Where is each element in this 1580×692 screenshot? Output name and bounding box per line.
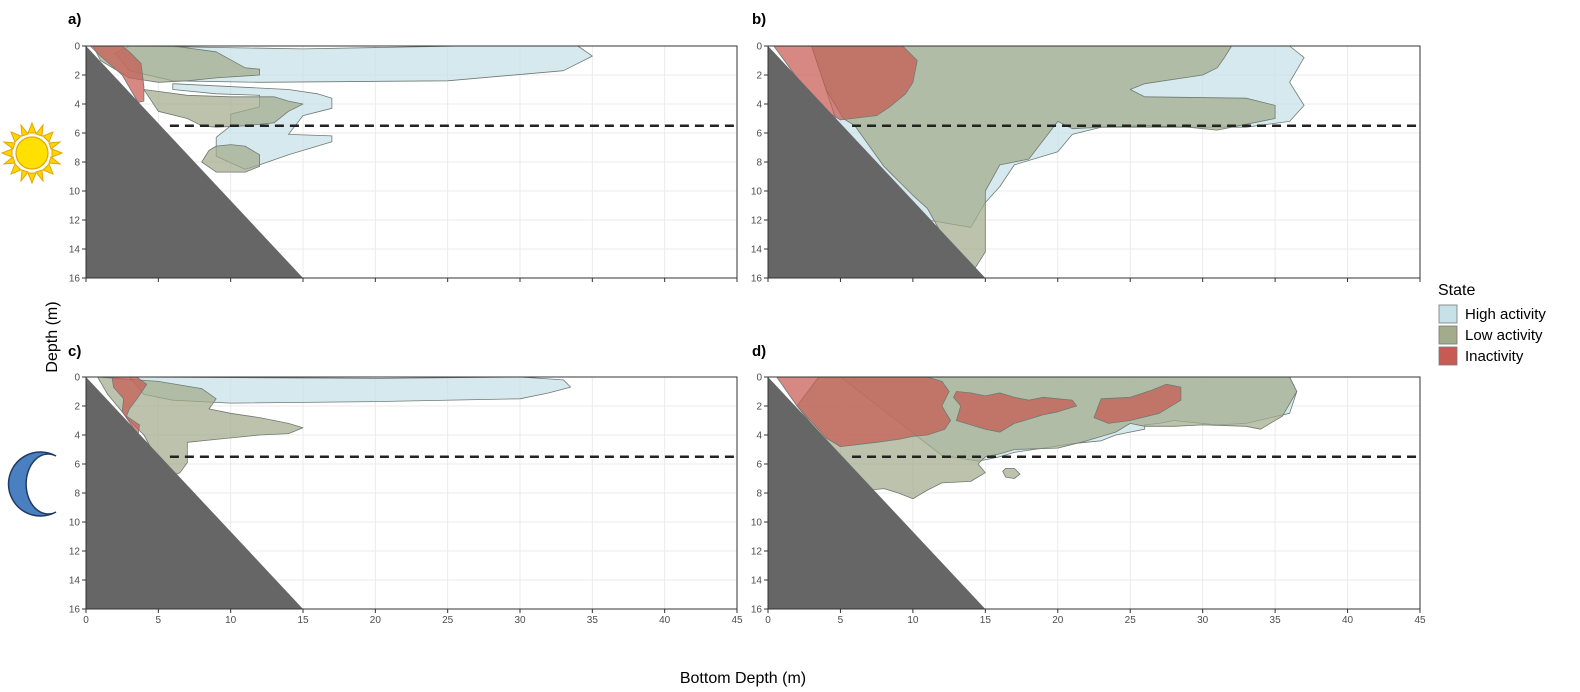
region-inactivity: [953, 391, 1077, 433]
x-tick-label: 25: [442, 615, 454, 626]
y-tick-label: 8: [756, 158, 762, 169]
x-tick-label: 40: [659, 615, 671, 626]
legend-title: State: [1438, 282, 1475, 299]
plot-area-b: 0 2 4 6 8 10 12 14 16: [751, 42, 1421, 285]
x-tick-label: 5: [156, 615, 162, 626]
region-inactivity: [111, 376, 148, 436]
y-tick-label: 12: [751, 216, 763, 227]
seabed-triangle: [86, 377, 303, 609]
y-tick-label: 8: [74, 158, 80, 169]
region-inactivity: [89, 45, 145, 103]
y-tick-label: 0: [74, 373, 80, 384]
y-tick-label: 0: [756, 42, 762, 53]
y-tick-label: 14: [751, 576, 763, 587]
legend-label-inactivity: Inactivity: [1465, 348, 1524, 365]
y-tick-label: 10: [751, 187, 763, 198]
legend: State High activity Low activity Inactiv…: [1438, 282, 1546, 366]
y-tick-label: 8: [74, 489, 80, 500]
x-tick-label: 35: [1270, 615, 1282, 626]
x-tick-label: 10: [225, 615, 237, 626]
y-tick-label: 4: [74, 431, 80, 442]
x-tick-label: 45: [731, 615, 743, 626]
moon-icon: [7, 451, 57, 517]
x-tick-label: 10: [907, 615, 919, 626]
y-tick-label: 16: [69, 605, 81, 616]
panel-b: b) 0 2 4 6 8 10 12 14 16: [751, 11, 1421, 285]
y-tick-label: 16: [751, 605, 763, 616]
x-tick-label: 15: [980, 615, 992, 626]
y-tick-label: 10: [69, 518, 81, 529]
panel-label-d: d): [752, 343, 766, 360]
x-tick-label: 20: [1052, 615, 1064, 626]
x-tick-label: 35: [587, 615, 599, 626]
y-tick-label: 8: [756, 489, 762, 500]
panel-a: a) 0 2 4 6 8 10 12 14 16: [68, 11, 738, 285]
y-tick-label: 6: [74, 460, 80, 471]
y-tick-label: 12: [69, 216, 81, 227]
x-tick-label: 30: [1197, 615, 1209, 626]
x-tick-label: 30: [514, 615, 526, 626]
y-tick-label: 10: [751, 518, 763, 529]
region-low-activity: [1002, 467, 1021, 479]
y-tick-label: 10: [69, 187, 81, 198]
x-tick-label: 15: [297, 615, 309, 626]
plot-area-a: 0 2 4 6 8 10 12 14 16: [69, 42, 738, 285]
y-tick-label: 2: [756, 402, 762, 413]
x-axis-title: Bottom Depth (m): [680, 670, 806, 687]
x-tick-label: 0: [765, 615, 771, 626]
region-low-activity: [143, 89, 304, 128]
legend-swatch-low-activity: [1438, 325, 1458, 345]
y-tick-label: 14: [69, 245, 81, 256]
x-tick-label: 20: [370, 615, 382, 626]
panel-label-c: c): [68, 343, 81, 360]
x-tick-label: 25: [1125, 615, 1137, 626]
x-tick-label: 45: [1414, 615, 1426, 626]
y-tick-label: 2: [74, 402, 80, 413]
y-tick-label: 4: [756, 431, 762, 442]
y-tick-label: 6: [756, 460, 762, 471]
x-tick-label: 40: [1342, 615, 1354, 626]
y-tick-label: 6: [756, 129, 762, 140]
y-tick-label: 12: [751, 547, 763, 558]
sun-icon: [0, 121, 64, 185]
y-tick-label: 4: [74, 100, 80, 111]
region-low-activity: [201, 144, 261, 173]
y-tick-label: 12: [69, 547, 81, 558]
region-inactivity: [776, 376, 951, 448]
panel-label-b: b): [752, 11, 766, 28]
y-axis-title: Depth (m): [44, 301, 61, 372]
seabed-triangle: [768, 377, 986, 609]
x-tick-label: 0: [83, 615, 89, 626]
y-tick-label: 2: [756, 71, 762, 82]
seabed-triangle: [768, 46, 986, 278]
y-tick-label: 4: [756, 100, 762, 111]
y-tick-label: 6: [74, 129, 80, 140]
y-tick-label: 14: [751, 245, 763, 256]
legend-swatch-inactivity: [1438, 346, 1458, 366]
legend-label-high-activity: High activity: [1465, 306, 1546, 323]
y-tick-label: 16: [69, 274, 81, 285]
y-tick-label: 0: [74, 42, 80, 53]
y-tick-label: 16: [751, 274, 763, 285]
panel-label-a: a): [68, 11, 81, 28]
y-tick-label: 0: [756, 373, 762, 384]
y-tick-label: 2: [74, 71, 80, 82]
legend-label-low-activity: Low activity: [1465, 327, 1543, 344]
y-tick-label: 14: [69, 576, 81, 587]
seabed-triangle: [86, 46, 303, 278]
x-tick-label: 5: [838, 615, 844, 626]
region-inactivity: [1093, 383, 1182, 424]
legend-swatch-high-activity: [1438, 304, 1458, 324]
